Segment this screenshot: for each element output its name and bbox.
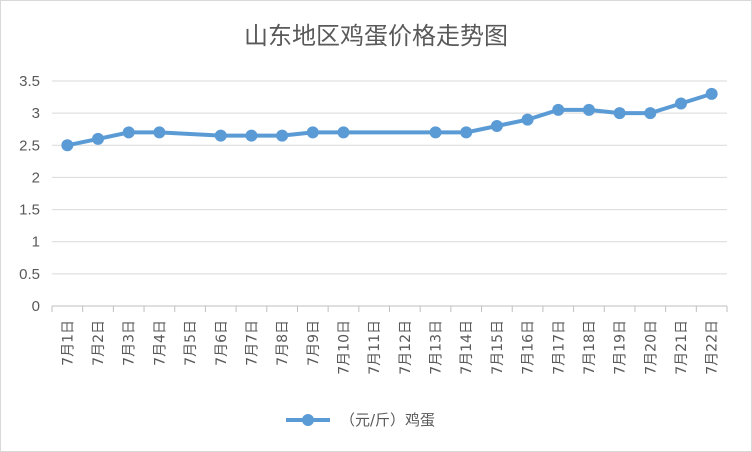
data-point (705, 87, 718, 100)
data-point (214, 129, 227, 142)
x-tick-label: 7月5日 (183, 320, 199, 366)
data-point (644, 107, 657, 120)
x-tick-label: 7月17日 (551, 320, 567, 375)
x-tick-label: 7月19日 (613, 320, 629, 375)
data-point (552, 103, 565, 116)
x-tick-label: 7月6日 (214, 320, 230, 366)
data-point (153, 126, 166, 139)
data-point (429, 126, 442, 139)
y-tick-label: 2 (32, 169, 40, 186)
x-tick-label: 7月9日 (306, 320, 322, 366)
series-layer (61, 87, 718, 152)
data-point (460, 126, 473, 139)
data-point (337, 126, 350, 139)
data-point (490, 120, 503, 132)
series-line (66, 91, 713, 148)
x-tick-label: 7月15日 (490, 320, 506, 375)
y-tick-label: 1.5 (19, 202, 40, 219)
legend-marker-swatch (302, 414, 314, 426)
x-tick-label: 7月1日 (60, 320, 76, 366)
legend: （元/斤）鸡蛋 (286, 411, 435, 429)
x-tick-label: 7月13日 (429, 320, 445, 375)
data-point (276, 129, 289, 142)
chart-title: 山东地区鸡蛋价格走势图 (244, 22, 508, 50)
x-axis-ticks: 7月1日 7月2日 7月3日 7月4日 7月5日 7月6日 7月7日 7月8日 7月9日 7月10… (51, 306, 728, 375)
data-point (92, 132, 105, 145)
data-point (122, 126, 135, 139)
y-tick-label: 2.5 (19, 137, 40, 154)
x-tick-label: 7月10日 (336, 320, 352, 375)
data-point (521, 113, 534, 126)
data-point (674, 97, 687, 110)
x-tick-label: 7月7日 (244, 320, 260, 366)
x-tick-label: 7月4日 (152, 320, 168, 366)
x-tick-label: 7月18日 (582, 320, 598, 375)
x-tick-label: 7月20日 (643, 320, 659, 375)
data-point (306, 126, 319, 139)
x-tick-label: 7月16日 (521, 320, 537, 375)
x-tick-label: 7月21日 (674, 320, 690, 375)
data-point (245, 129, 258, 142)
x-tick-label: 7月3日 (122, 320, 138, 366)
y-tick-label: 3 (32, 105, 40, 122)
y-tick-label: 0.5 (19, 266, 40, 283)
y-axis-ticks: 0 0.5 1 1.5 2 2.5 3 3.5 (19, 73, 40, 315)
x-tick-label: 7月11日 (367, 320, 383, 375)
data-point (582, 103, 595, 116)
data-point (61, 139, 74, 152)
y-tick-label: 3.5 (19, 73, 40, 90)
x-tick-label: 7月2日 (91, 320, 107, 366)
y-tick-label: 1 (32, 234, 40, 251)
x-tick-label: 7月12日 (398, 320, 414, 375)
x-tick-label: 7月22日 (705, 320, 721, 375)
x-tick-label: 7月14日 (459, 320, 475, 375)
data-point (613, 107, 626, 120)
y-tick-label: 0 (32, 298, 40, 315)
x-tick-label: 7月8日 (275, 320, 291, 366)
legend-label: （元/斤）鸡蛋 (340, 411, 435, 429)
